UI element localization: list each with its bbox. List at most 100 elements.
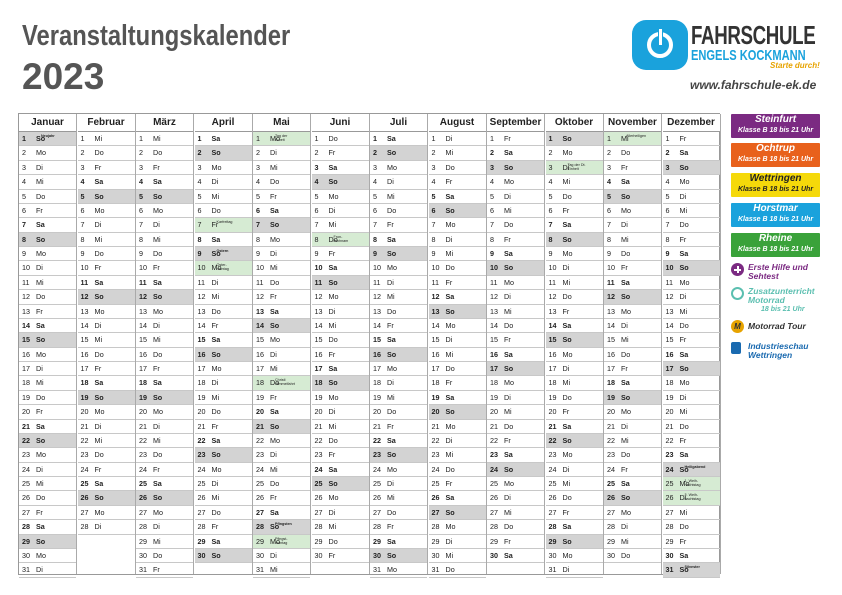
day-cell[interactable]: 28 Sa: [545, 520, 603, 535]
day-cell[interactable]: 18 Fr: [428, 376, 486, 391]
day-cell[interactable]: 28 Sa: [19, 520, 76, 535]
day-cell[interactable]: 12 So: [136, 290, 193, 305]
day-cell[interactable]: 15 Mi: [136, 333, 193, 348]
day-cell[interactable]: 18 Mo: [662, 376, 720, 391]
day-cell[interactable]: 27 So: [428, 505, 486, 521]
day-cell[interactable]: 8 Sa: [194, 233, 252, 247]
day-cell[interactable]: 17 Do: [428, 362, 486, 377]
day-cell[interactable]: 9 Mo: [545, 247, 603, 262]
day-cell[interactable]: 14 Di: [604, 319, 661, 334]
day-cell[interactable]: 18 Mi: [19, 376, 76, 391]
day-cell[interactable]: 20 Mi: [662, 405, 720, 420]
day-cell[interactable]: 15 Sa: [370, 333, 427, 348]
day-cell[interactable]: 31 Di: [19, 563, 76, 578]
day-cell[interactable]: 10 Di: [19, 261, 76, 276]
day-cell[interactable]: 8 So: [545, 232, 603, 247]
day-cell[interactable]: 10 Di: [545, 261, 603, 276]
day-cell[interactable]: 17 Mi: [253, 362, 310, 377]
day-cell[interactable]: 29 Do: [311, 535, 369, 549]
day-cell[interactable]: 26 Mi: [194, 491, 252, 506]
day-cell[interactable]: 18 Di: [370, 376, 427, 391]
day-cell[interactable]: 6 Do: [370, 204, 427, 219]
day-cell[interactable]: 29 Mo Pfingst-montag: [253, 534, 310, 549]
day-cell[interactable]: 5 So: [136, 189, 193, 204]
day-cell[interactable]: 26 Do: [545, 491, 603, 506]
day-cell[interactable]: 7 Di: [77, 218, 135, 233]
day-cell[interactable]: 10 Fr: [136, 261, 193, 276]
day-cell[interactable]: 19 So: [604, 390, 661, 406]
day-cell[interactable]: 10 Fr: [77, 261, 135, 276]
day-cell[interactable]: 4 Mo: [487, 175, 544, 190]
day-cell[interactable]: 28 Mo: [428, 520, 486, 535]
day-cell[interactable]: 19 So: [136, 390, 193, 406]
day-cell[interactable]: 14 So: [253, 318, 310, 334]
day-cell[interactable]: 1 Fr: [487, 132, 544, 147]
day-cell[interactable]: 14 Mi: [311, 319, 369, 334]
day-cell[interactable]: 2 Do: [604, 146, 661, 161]
day-cell[interactable]: 20 Mo: [604, 405, 661, 420]
day-cell[interactable]: 28 Do: [487, 520, 544, 535]
day-cell[interactable]: 17 Di: [545, 362, 603, 377]
day-cell[interactable]: 2 Do: [77, 146, 135, 161]
day-cell[interactable]: 11 Do: [253, 276, 310, 291]
day-cell[interactable]: 8 Mi: [136, 233, 193, 247]
day-cell[interactable]: 5 Do: [545, 190, 603, 204]
day-cell[interactable]: 21 Fr: [194, 420, 252, 434]
day-cell[interactable]: 17 Mo: [194, 362, 252, 377]
day-cell[interactable]: 3 Do: [428, 161, 486, 176]
day-cell[interactable]: 6 Do: [194, 204, 252, 219]
day-cell[interactable]: 14 Sa: [19, 319, 76, 334]
day-cell[interactable]: 27 Sa: [253, 506, 310, 521]
day-cell[interactable]: 1 Mi: [136, 132, 193, 147]
day-cell[interactable]: 7 So: [253, 218, 310, 233]
day-cell[interactable]: 13 Fr: [545, 305, 603, 319]
day-cell[interactable]: 22 So: [545, 433, 603, 449]
day-cell[interactable]: 19 Di: [662, 391, 720, 406]
day-cell[interactable]: 6 So: [428, 203, 486, 219]
day-cell[interactable]: 20 Mi: [487, 405, 544, 420]
day-cell[interactable]: 11 Sa: [604, 276, 661, 291]
day-cell[interactable]: 24 Sa: [311, 463, 369, 477]
day-cell[interactable]: 4 Mi: [19, 175, 76, 190]
day-cell[interactable]: 23 Mi: [428, 448, 486, 463]
day-cell[interactable]: 14 Fr: [194, 319, 252, 334]
day-cell[interactable]: 15 Fr: [487, 333, 544, 348]
day-cell[interactable]: 12 Mo: [311, 290, 369, 305]
day-cell[interactable]: 6 Di: [311, 204, 369, 219]
day-cell[interactable]: 8 So: [19, 232, 76, 247]
day-cell[interactable]: 23 Do: [77, 448, 135, 463]
day-cell[interactable]: 1 Sa: [370, 132, 427, 147]
day-cell[interactable]: 18 Do Christi Himmelfahrt: [253, 376, 310, 391]
day-cell[interactable]: 4 Di: [194, 175, 252, 190]
day-cell[interactable]: 16 Do: [136, 348, 193, 362]
day-cell[interactable]: 26 Sa: [428, 491, 486, 506]
day-cell[interactable]: 30 Mo: [19, 549, 76, 564]
day-cell[interactable]: 15 Fr: [662, 333, 720, 348]
day-cell[interactable]: 22 Fr: [487, 434, 544, 449]
day-cell[interactable]: 26 Fr: [253, 491, 310, 506]
day-cell[interactable]: 19 Di: [487, 391, 544, 406]
day-cell[interactable]: 2 Di: [253, 146, 310, 161]
day-cell[interactable]: 11 Sa: [77, 276, 135, 291]
day-cell[interactable]: 28 Mi: [311, 520, 369, 535]
day-cell[interactable]: 27 Di: [311, 506, 369, 521]
day-cell[interactable]: 17 Di: [19, 362, 76, 377]
day-cell[interactable]: 29 Mi: [604, 535, 661, 549]
day-cell[interactable]: 21 Do: [487, 420, 544, 434]
day-cell[interactable]: 19 Mo: [311, 391, 369, 406]
day-cell[interactable]: 11 Mo: [662, 276, 720, 291]
day-cell[interactable]: 6 Mi: [662, 204, 720, 219]
day-cell[interactable]: 3 Mo: [194, 161, 252, 176]
day-cell[interactable]: 26 Mi: [370, 491, 427, 506]
day-cell[interactable]: 24 Fr: [136, 463, 193, 477]
day-cell[interactable]: 13 Mi: [487, 305, 544, 319]
day-cell[interactable]: 24 So: [487, 462, 544, 477]
day-cell[interactable]: 12 Do: [545, 290, 603, 305]
day-cell[interactable]: 4 Fr: [428, 175, 486, 190]
day-cell[interactable]: 8 Do Fron-leichnam: [311, 232, 369, 247]
day-cell[interactable]: 2 Sa: [487, 146, 544, 161]
day-cell[interactable]: 25 Di: [194, 477, 252, 492]
day-cell[interactable]: 28 So Pfingsten: [253, 520, 310, 535]
day-cell[interactable]: 17 Mo: [370, 362, 427, 377]
day-cell[interactable]: 24 Fr: [604, 463, 661, 477]
